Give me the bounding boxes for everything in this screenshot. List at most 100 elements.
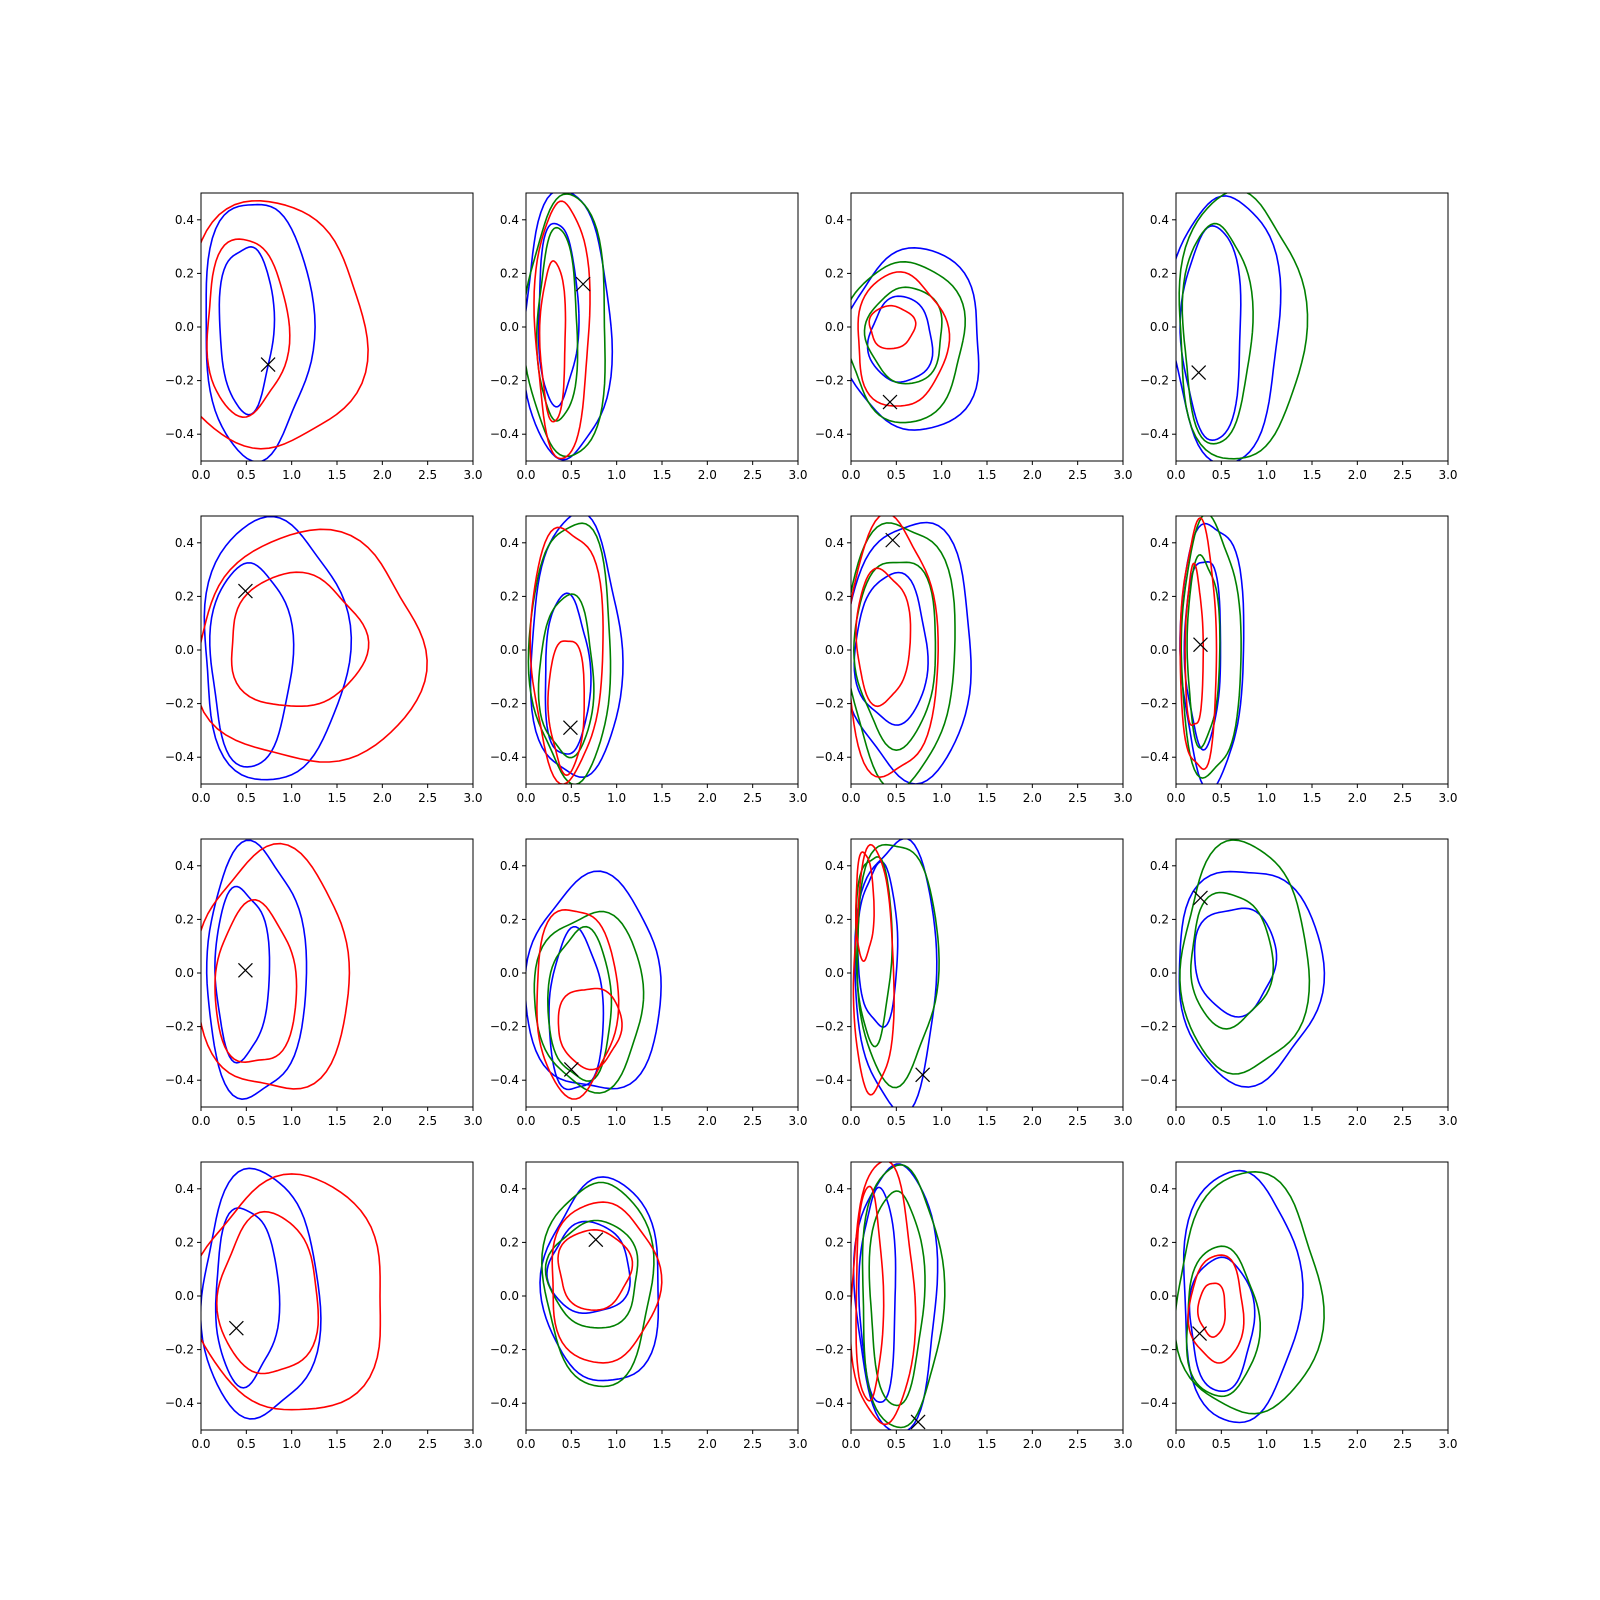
y-tick-label: −0.4 bbox=[1140, 427, 1169, 441]
contour-red bbox=[868, 304, 917, 350]
x-tick-label: 1.5 bbox=[1302, 468, 1321, 482]
x-tick-label: 3.0 bbox=[788, 791, 807, 805]
marker-stroke bbox=[1193, 637, 1208, 653]
contour-green bbox=[852, 561, 937, 752]
panel-2-contours bbox=[526, 193, 614, 461]
best-fit-marker bbox=[563, 1062, 579, 1077]
x-tick-label: 1.0 bbox=[607, 791, 626, 805]
x-tick-label: 2.0 bbox=[698, 468, 717, 482]
panel-12-contours bbox=[1178, 839, 1326, 1088]
marker-stroke bbox=[1193, 890, 1208, 906]
contour-blue bbox=[544, 592, 592, 755]
y-tick-label: −0.4 bbox=[1140, 1396, 1169, 1410]
x-tick-label: 2.5 bbox=[743, 468, 762, 482]
x-tick-label: 2.5 bbox=[743, 1437, 762, 1451]
y-tick-label: 0.0 bbox=[1150, 643, 1169, 657]
y-tick-label: 0.4 bbox=[1150, 859, 1169, 873]
y-tick-label: 0.2 bbox=[825, 266, 844, 280]
contour-red bbox=[857, 271, 951, 407]
best-fit-marker bbox=[1193, 637, 1208, 653]
contour-green bbox=[1185, 1245, 1261, 1398]
panel-16: 0.0 0.5 1.0 1.5 2.0 2.5 3.0 −0.4 −0.2 0.0 0.2 0.4 bbox=[1140, 1161, 1458, 1451]
x-tick-label: 1.5 bbox=[1302, 791, 1321, 805]
x-tick-label: 1.0 bbox=[1257, 1437, 1276, 1451]
contour-blue bbox=[857, 1186, 897, 1403]
y-tick-label: 0.2 bbox=[175, 912, 194, 926]
panel-5-contours bbox=[201, 516, 428, 781]
x-tick-label: 3.0 bbox=[1438, 791, 1457, 805]
marker-stroke bbox=[238, 962, 253, 978]
x-tick-label: 0.5 bbox=[1212, 1114, 1231, 1128]
x-tick-label: 1.0 bbox=[932, 1114, 951, 1128]
x-tick-label: 1.5 bbox=[977, 1437, 996, 1451]
marker-stroke bbox=[228, 1320, 244, 1336]
x-tick-label: 2.5 bbox=[418, 791, 437, 805]
y-tick-label: −0.2 bbox=[1140, 374, 1169, 388]
y-tick-label: 0.0 bbox=[175, 320, 194, 334]
y-tick-label: −0.2 bbox=[165, 1343, 194, 1357]
panel-12: 0.0 0.5 1.0 1.5 2.0 2.5 3.0 −0.4 −0.2 0.0 0.2 0.4 bbox=[1140, 838, 1458, 1128]
y-tick-label: −0.4 bbox=[815, 1396, 844, 1410]
x-tick-label: 0.0 bbox=[191, 791, 210, 805]
y-tick-label: 0.0 bbox=[825, 643, 844, 657]
contour-green bbox=[526, 193, 606, 458]
y-tick-label: −0.2 bbox=[815, 697, 844, 711]
y-tick-label: 0.2 bbox=[1150, 1235, 1169, 1249]
y-tick-label: 0.0 bbox=[500, 1289, 519, 1303]
contour-green bbox=[863, 286, 943, 385]
panel-15: 0.0 0.5 1.0 1.5 2.0 2.5 3.0 −0.4 −0.2 0.0 0.2 0.4 bbox=[815, 1161, 1133, 1451]
best-fit-marker bbox=[238, 962, 253, 978]
y-tick-label: 0.4 bbox=[825, 213, 844, 227]
contour-green bbox=[533, 910, 645, 1094]
y-tick-label: 0.2 bbox=[1150, 266, 1169, 280]
y-tick-label: 0.4 bbox=[825, 536, 844, 550]
y-tick-label: −0.4 bbox=[815, 1073, 844, 1087]
x-tick-label: 1.5 bbox=[1302, 1114, 1321, 1128]
y-tick-label: −0.4 bbox=[490, 1073, 519, 1087]
y-tick-label: 0.0 bbox=[175, 1289, 194, 1303]
y-tick-label: 0.4 bbox=[175, 213, 194, 227]
x-tick-label: 3.0 bbox=[788, 1437, 807, 1451]
y-tick-label: −0.2 bbox=[165, 374, 194, 388]
contour-blue bbox=[1176, 195, 1282, 461]
y-tick-label: −0.4 bbox=[165, 1073, 194, 1087]
panel-11: 0.0 0.5 1.0 1.5 2.0 2.5 3.0 −0.4 −0.2 0.0 0.2 0.4 bbox=[815, 838, 1133, 1128]
x-tick-label: 2.0 bbox=[1348, 468, 1367, 482]
x-tick-label: 1.0 bbox=[607, 1114, 626, 1128]
contour-red bbox=[1197, 1282, 1226, 1338]
x-tick-label: 3.0 bbox=[463, 1114, 482, 1128]
axes-frame bbox=[525, 515, 799, 785]
contour-red bbox=[201, 528, 428, 763]
contour-blue bbox=[203, 516, 353, 781]
x-tick-label: 0.5 bbox=[887, 791, 906, 805]
y-tick-label: −0.4 bbox=[815, 750, 844, 764]
contour-green bbox=[868, 1190, 926, 1407]
contour-green bbox=[1176, 1171, 1325, 1415]
panel-3: 0.0 0.5 1.0 1.5 2.0 2.5 3.0 −0.4 −0.2 0.0 0.2 0.4 bbox=[815, 192, 1133, 482]
marker-stroke bbox=[885, 532, 901, 548]
x-tick-label: 1.0 bbox=[932, 791, 951, 805]
x-tick-label: 3.0 bbox=[788, 1114, 807, 1128]
y-tick-label: 0.2 bbox=[175, 589, 194, 603]
panel-14-contours bbox=[539, 1176, 663, 1388]
best-fit-marker bbox=[882, 394, 898, 410]
y-tick-label: 0.4 bbox=[175, 536, 194, 550]
panel-15-contours bbox=[851, 1162, 946, 1430]
marker-stroke bbox=[915, 1067, 931, 1083]
x-tick-label: 0.5 bbox=[1212, 468, 1231, 482]
y-tick-label: −0.2 bbox=[165, 1020, 194, 1034]
contour-green bbox=[540, 1181, 655, 1388]
contour-blue bbox=[537, 222, 580, 408]
x-tick-label: 0.0 bbox=[516, 791, 535, 805]
contour-green bbox=[544, 1219, 639, 1329]
panel-11-contours bbox=[852, 839, 940, 1107]
x-tick-label: 0.5 bbox=[237, 791, 256, 805]
x-tick-label: 1.5 bbox=[327, 468, 346, 482]
marker-stroke bbox=[882, 394, 898, 410]
x-tick-label: 3.0 bbox=[463, 791, 482, 805]
contour-red bbox=[201, 842, 351, 1090]
contour-red bbox=[538, 260, 567, 423]
y-tick-label: 0.2 bbox=[175, 266, 194, 280]
panel-2: 0.0 0.5 1.0 1.5 2.0 2.5 3.0 −0.4 −0.2 0.0 0.2 0.4 bbox=[490, 192, 808, 482]
x-tick-label: 0.5 bbox=[887, 1114, 906, 1128]
